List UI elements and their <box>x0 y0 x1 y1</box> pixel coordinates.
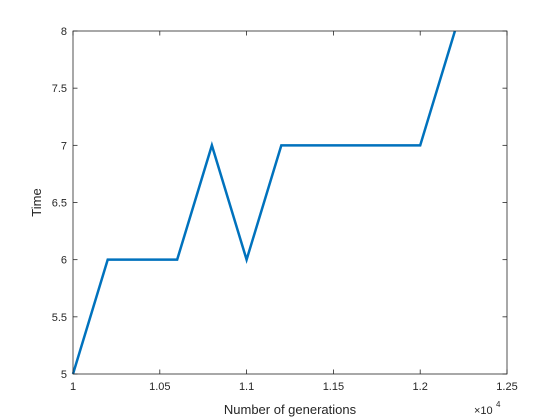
x-tick-label: 1.1 <box>239 381 254 393</box>
x-axis-label: Number of generations <box>224 402 357 417</box>
y-tick-label: 7 <box>61 140 67 152</box>
x-tick-labels: 1 1.05 1.1 1.15 1.2 1.25 <box>70 381 518 393</box>
y-tick-label: 8 <box>61 26 67 38</box>
plot-area <box>73 31 507 374</box>
x-tick-label: 1.05 <box>149 381 170 393</box>
y-axis-label: Time <box>29 188 44 216</box>
y-tick-label: 6.5 <box>52 198 67 210</box>
x-exponent-label: ×10 <box>474 405 493 417</box>
y-tick-label: 5.5 <box>52 312 67 324</box>
x-tick-label: 1.2 <box>413 381 428 393</box>
x-exponent-power: 4 <box>496 400 501 409</box>
y-tick-label: 7.5 <box>52 83 67 95</box>
x-tick-label: 1 <box>70 381 76 393</box>
x-tick-label: 1.25 <box>496 381 517 393</box>
y-tick-label: 5 <box>61 369 67 381</box>
y-tick-label: 6 <box>61 255 67 267</box>
y-tick-labels: 5 5.5 6 6.5 7 7.5 8 <box>52 26 67 381</box>
x-tick-label: 1.15 <box>323 381 344 393</box>
